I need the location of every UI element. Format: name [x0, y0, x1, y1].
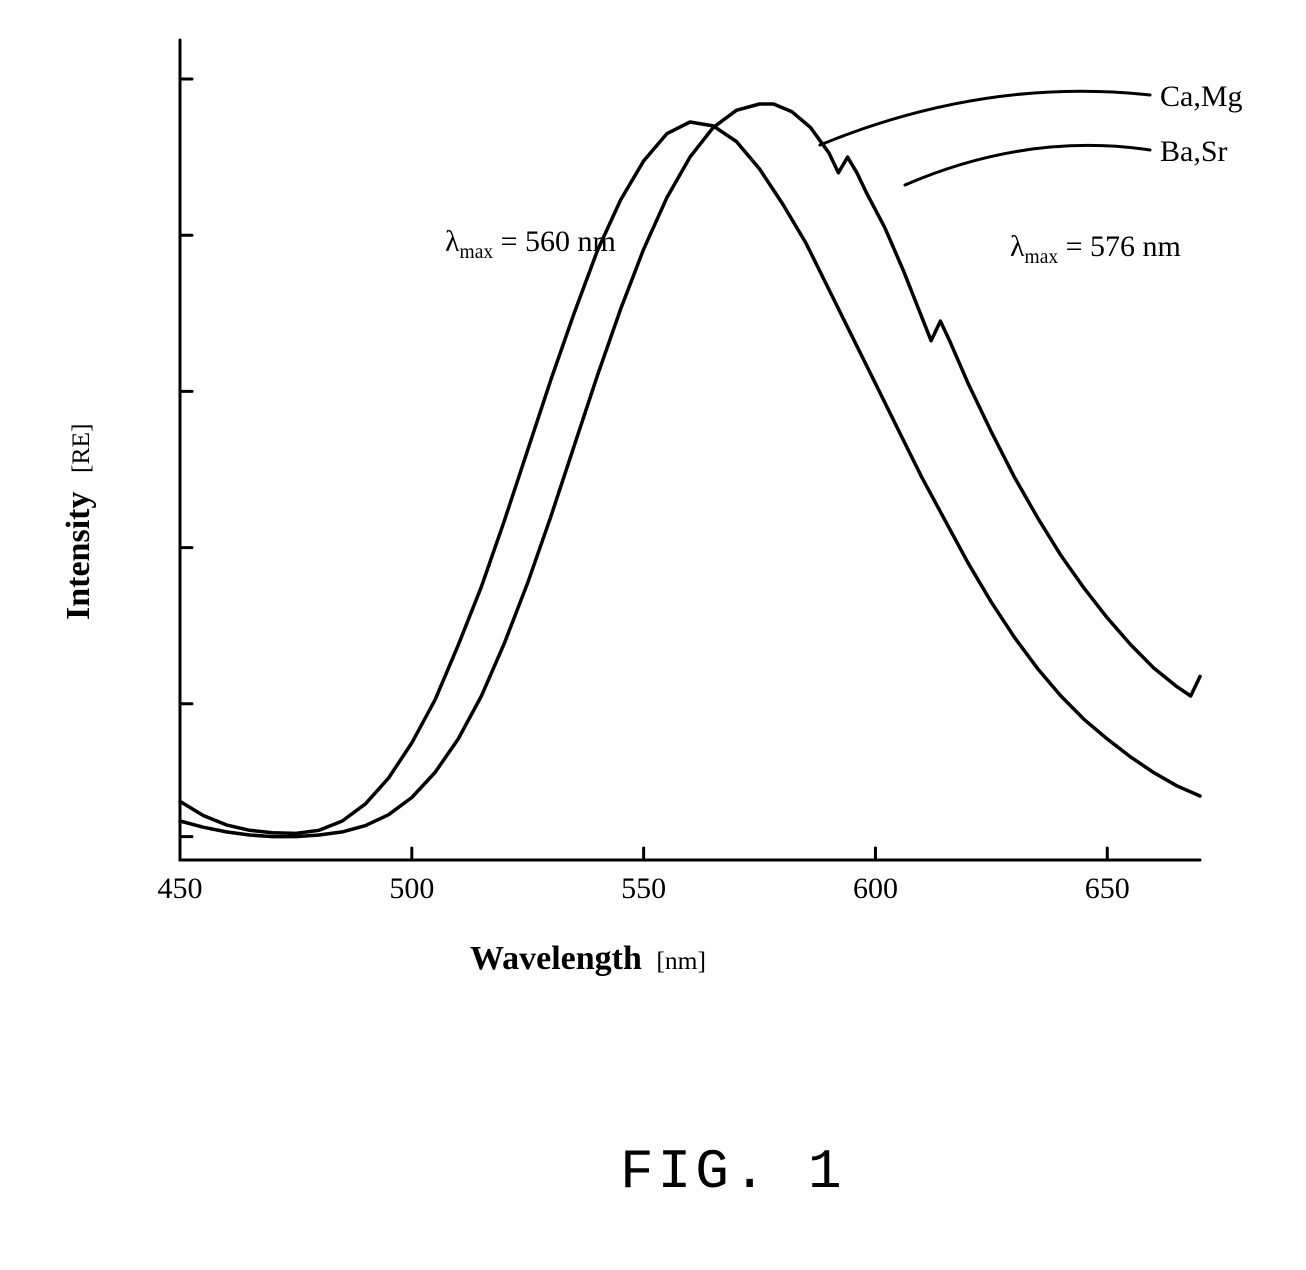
figure-caption: FIG. 1: [620, 1140, 846, 1204]
x-tick-label: 450: [140, 872, 220, 906]
y-axis-unit: [RE]: [66, 423, 95, 473]
x-axis-label-text: Wavelength: [470, 940, 642, 977]
x-tick-label: 650: [1067, 872, 1147, 906]
annotation-lambda-560: λmax = 560 nm: [445, 225, 616, 264]
x-tick-label: 600: [835, 872, 915, 906]
spectrum-chart: [0, 0, 1306, 1000]
y-axis-label: Intensity [RE]: [60, 423, 98, 620]
figure-container: Intensity [RE] Wavelength [nm] 450 500 550…: [0, 0, 1306, 1270]
x-axis-label: Wavelength [nm]: [470, 940, 706, 978]
x-tick-label: 500: [372, 872, 452, 906]
x-tick-label: 550: [604, 872, 684, 906]
x-axis-unit: [nm]: [656, 946, 706, 975]
y-axis-label-text: Intensity: [60, 492, 97, 620]
annotation-lambda-576: λmax = 576 nm: [1010, 230, 1181, 269]
series-label-ba-sr: Ba,Sr: [1160, 135, 1228, 169]
series-label-ca-mg: Ca,Mg: [1160, 80, 1243, 114]
